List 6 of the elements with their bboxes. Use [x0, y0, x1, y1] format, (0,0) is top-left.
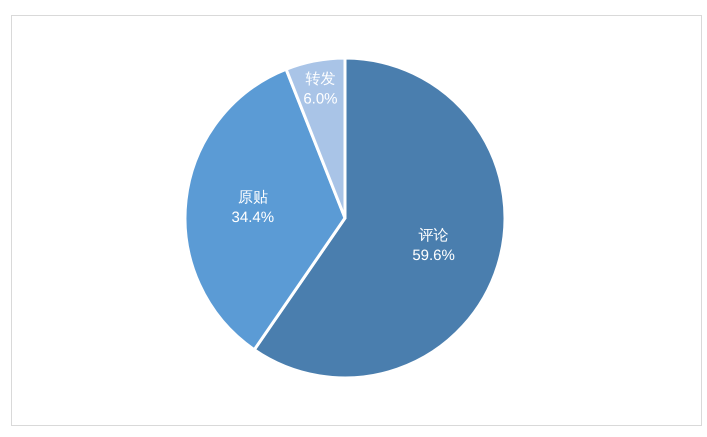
- slice-label: 转发: [305, 70, 336, 88]
- slice-label: 原贴: [238, 189, 268, 206]
- data-label: 6.0%: [303, 90, 338, 108]
- data-label: 59.6%: [412, 247, 455, 264]
- slice-label: 评论: [418, 227, 449, 244]
- data-label: 34.4%: [232, 209, 274, 226]
